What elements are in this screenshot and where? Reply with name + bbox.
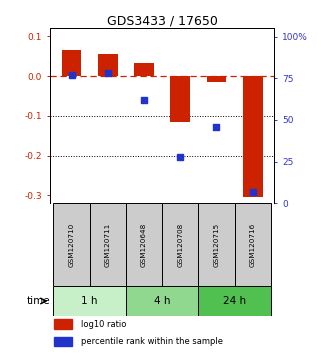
Text: GSM120711: GSM120711 <box>105 222 111 267</box>
Bar <box>90 203 126 286</box>
Bar <box>170 76 190 122</box>
Bar <box>134 63 154 76</box>
Text: 1 h: 1 h <box>81 296 98 306</box>
Text: GSM120648: GSM120648 <box>141 222 147 267</box>
Bar <box>198 286 271 316</box>
Text: GSM120716: GSM120716 <box>250 222 256 267</box>
Bar <box>126 203 162 286</box>
Point <box>214 124 219 130</box>
Text: GSM120715: GSM120715 <box>213 222 220 267</box>
Bar <box>206 76 226 82</box>
Bar <box>98 54 118 76</box>
Bar <box>54 319 72 329</box>
Text: time: time <box>27 296 50 306</box>
Text: 24 h: 24 h <box>223 296 246 306</box>
Point <box>178 154 183 159</box>
Point <box>69 72 74 78</box>
Bar <box>162 203 198 286</box>
Bar <box>243 76 263 197</box>
Text: percentile rank within the sample: percentile rank within the sample <box>81 337 223 346</box>
Text: GSM120708: GSM120708 <box>177 222 183 267</box>
Bar <box>126 286 198 316</box>
Bar <box>235 203 271 286</box>
Text: GSM120710: GSM120710 <box>68 222 74 267</box>
Bar <box>53 286 126 316</box>
Text: log10 ratio: log10 ratio <box>81 320 126 329</box>
Text: 4 h: 4 h <box>154 296 170 306</box>
Bar <box>198 203 235 286</box>
Bar <box>53 203 90 286</box>
Point <box>142 97 147 103</box>
Bar <box>54 337 72 346</box>
Point <box>250 189 255 194</box>
Title: GDS3433 / 17650: GDS3433 / 17650 <box>107 14 218 27</box>
Bar <box>62 50 82 76</box>
Point <box>105 70 110 76</box>
